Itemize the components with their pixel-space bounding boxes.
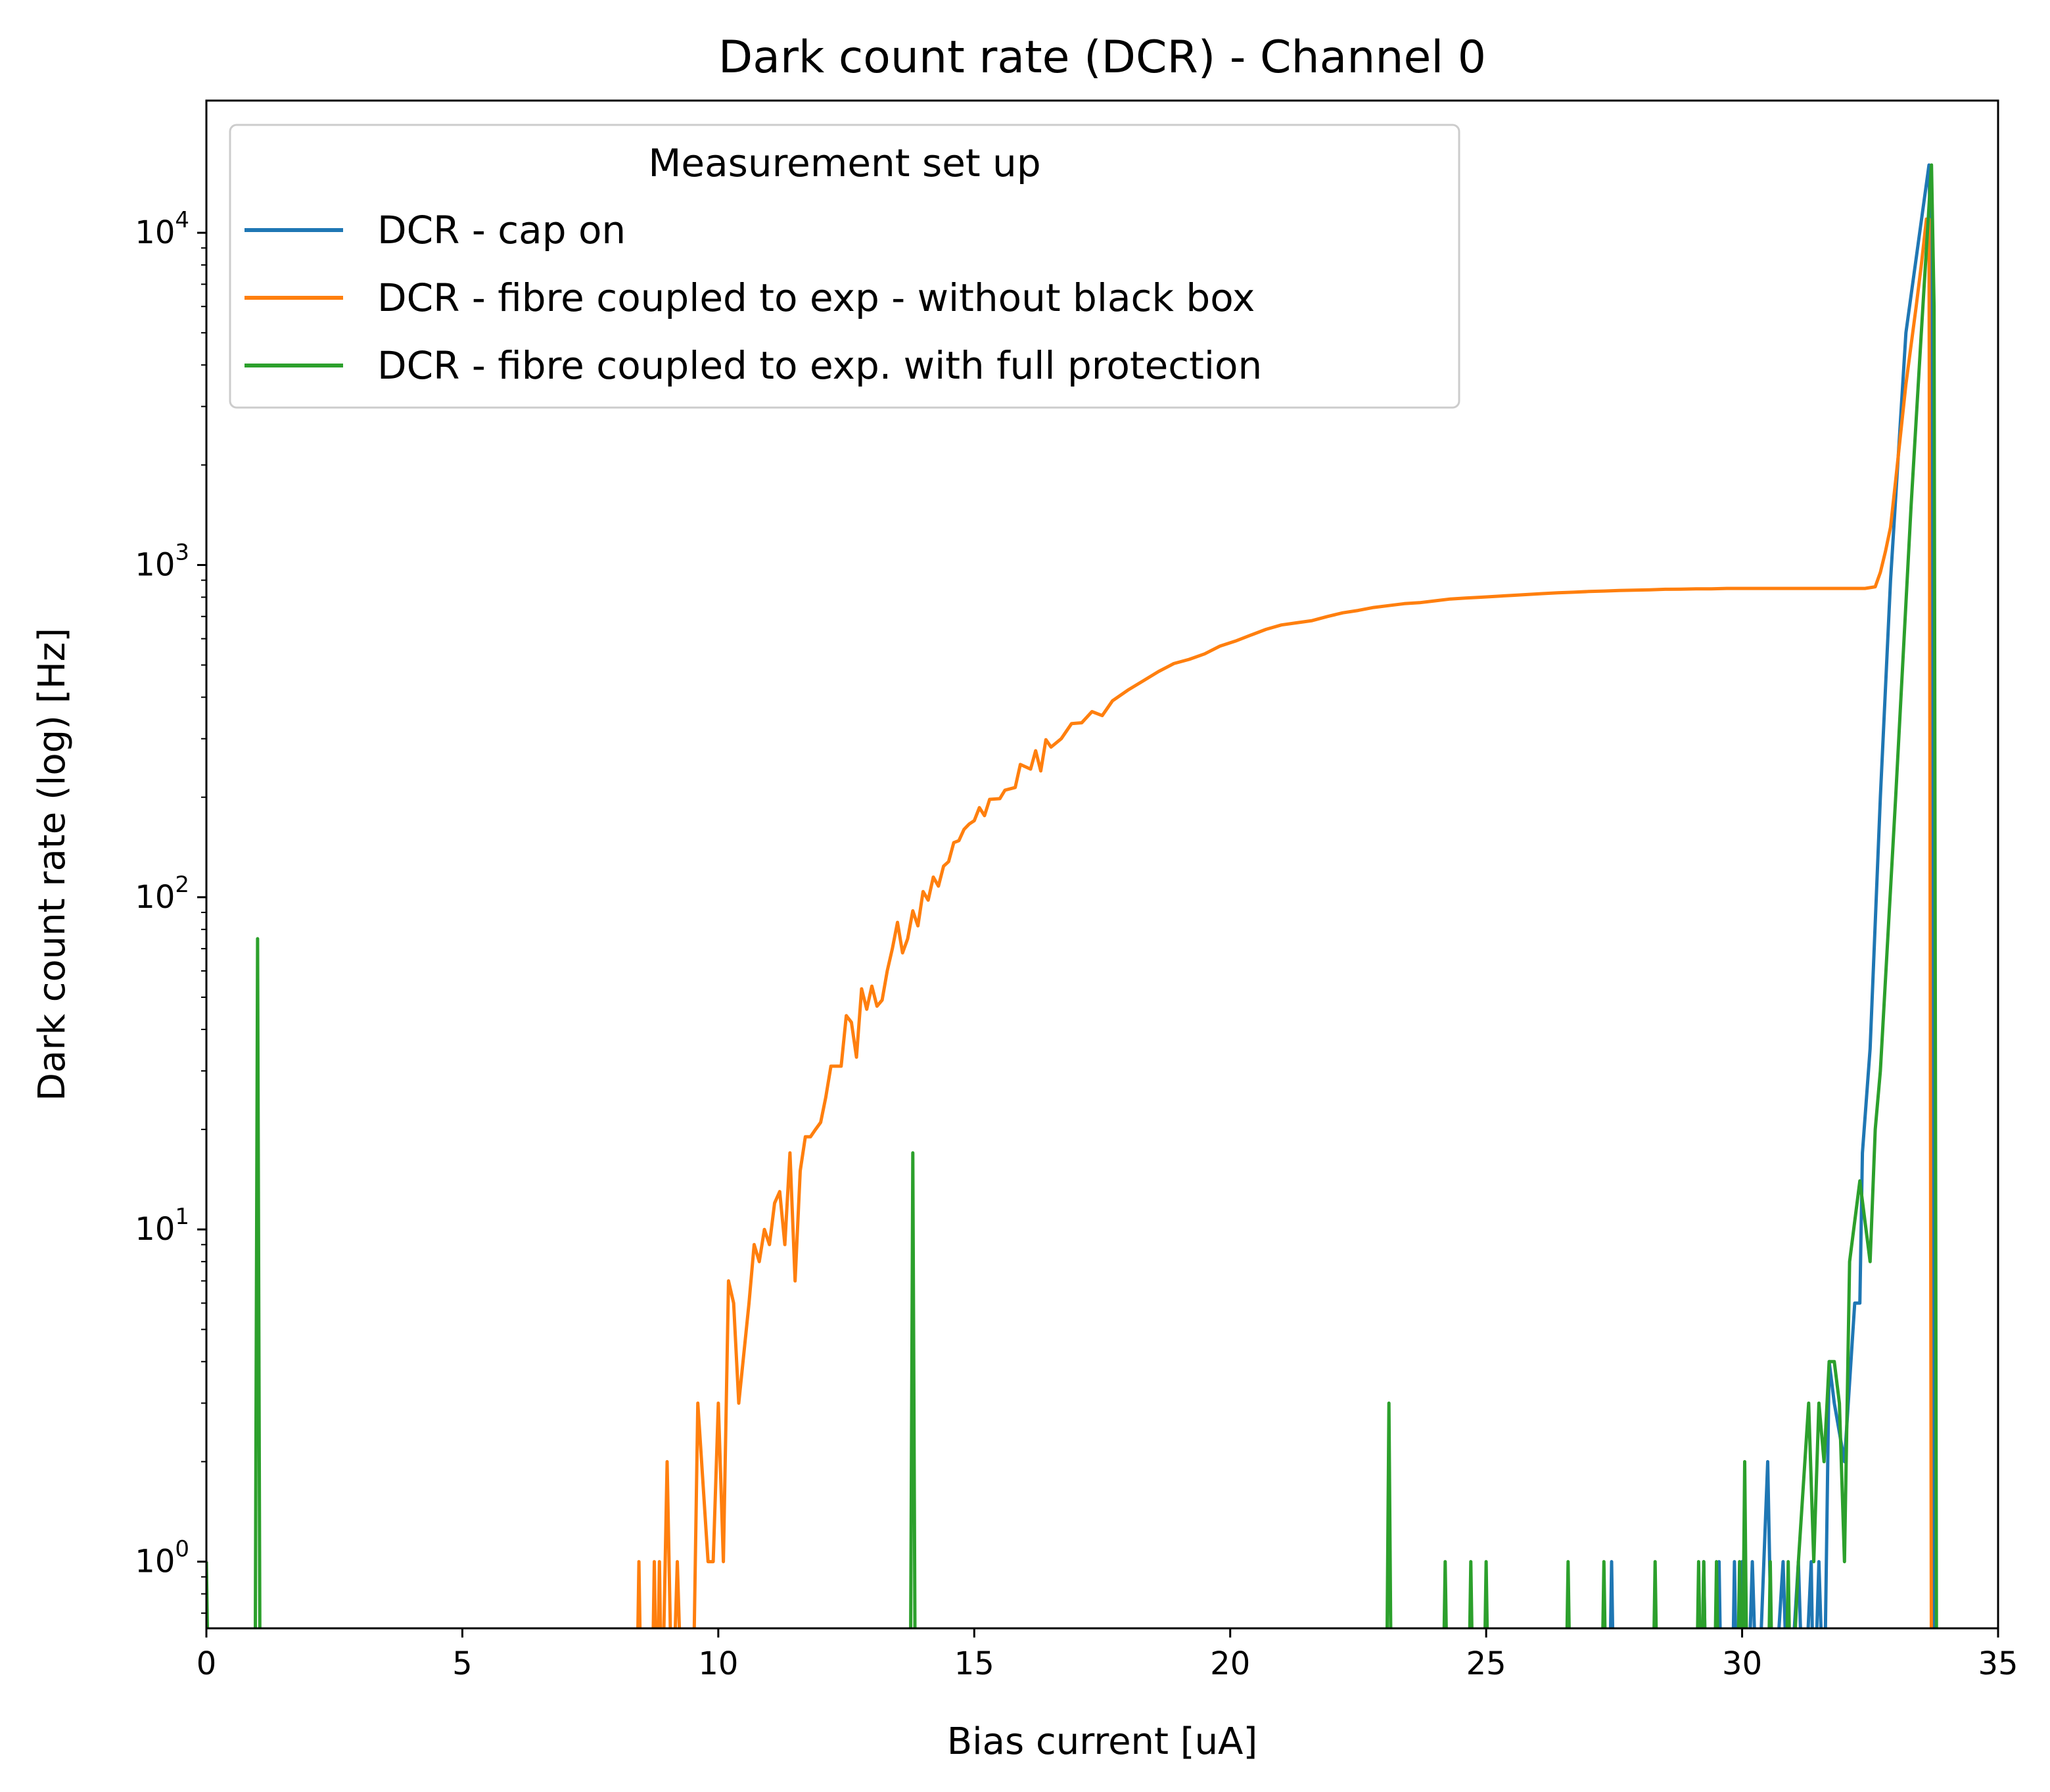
legend-label-2: DCR - fibre coupled to exp - without bla… xyxy=(377,275,1255,320)
chart-title: Dark count rate (DCR) - Channel 0 xyxy=(718,32,1486,83)
x-tick-label: 25 xyxy=(1466,1645,1506,1682)
y-tick-exponent: 3 xyxy=(175,539,189,565)
x-tick-label: 20 xyxy=(1210,1645,1250,1682)
y-tick-exponent: 1 xyxy=(175,1204,189,1230)
y-tick-base: 10 xyxy=(135,214,175,251)
y-tick-exponent: 0 xyxy=(175,1536,189,1563)
y-tick-label: 100 xyxy=(135,1536,189,1580)
y-tick-exponent: 2 xyxy=(175,872,189,898)
x-tick-label: 0 xyxy=(197,1645,217,1682)
y-axis-title: Dark count rate (log) [Hz] xyxy=(31,628,74,1101)
plot-frame xyxy=(205,99,1999,1630)
legend-entries: DCR - cap on DCR - fibre coupled to exp -… xyxy=(245,208,1262,388)
x-tick-label: 5 xyxy=(452,1645,473,1682)
legend: Measurement set up DCR - cap on DCR - fib… xyxy=(229,124,1460,409)
y-tick-exponent: 4 xyxy=(175,207,189,233)
series-line-1 xyxy=(1608,163,1936,1628)
x-tick-label: 35 xyxy=(1978,1645,2018,1682)
legend-label-3: DCR - fibre coupled to exp. with full pr… xyxy=(377,343,1262,388)
y-tick-base: 10 xyxy=(135,546,175,583)
x-axis: 0 5 10 15 20 25 30 35 xyxy=(197,1628,2018,1682)
x-tick-label: 10 xyxy=(698,1645,738,1682)
y-tick-base: 10 xyxy=(135,879,175,916)
y-tick-label: 103 xyxy=(135,539,189,583)
x-tick-label: 30 xyxy=(1722,1645,1762,1682)
y-tick-label: 104 xyxy=(135,207,189,251)
y-tick-label: 102 xyxy=(135,872,189,916)
series-line-2 xyxy=(636,217,1933,1628)
y-tick-label: 101 xyxy=(135,1204,189,1248)
series-layer xyxy=(206,163,1938,1628)
y-tick-base: 10 xyxy=(135,1211,175,1248)
legend-box xyxy=(229,124,1460,409)
series-line-3 xyxy=(206,163,1938,1628)
x-axis-title: Bias current [uA] xyxy=(947,1720,1258,1763)
legend-title: Measurement set up xyxy=(648,141,1040,185)
x-tick-label: 15 xyxy=(954,1645,994,1682)
y-tick-base: 10 xyxy=(135,1544,175,1580)
legend-label-1: DCR - cap on xyxy=(377,208,626,252)
